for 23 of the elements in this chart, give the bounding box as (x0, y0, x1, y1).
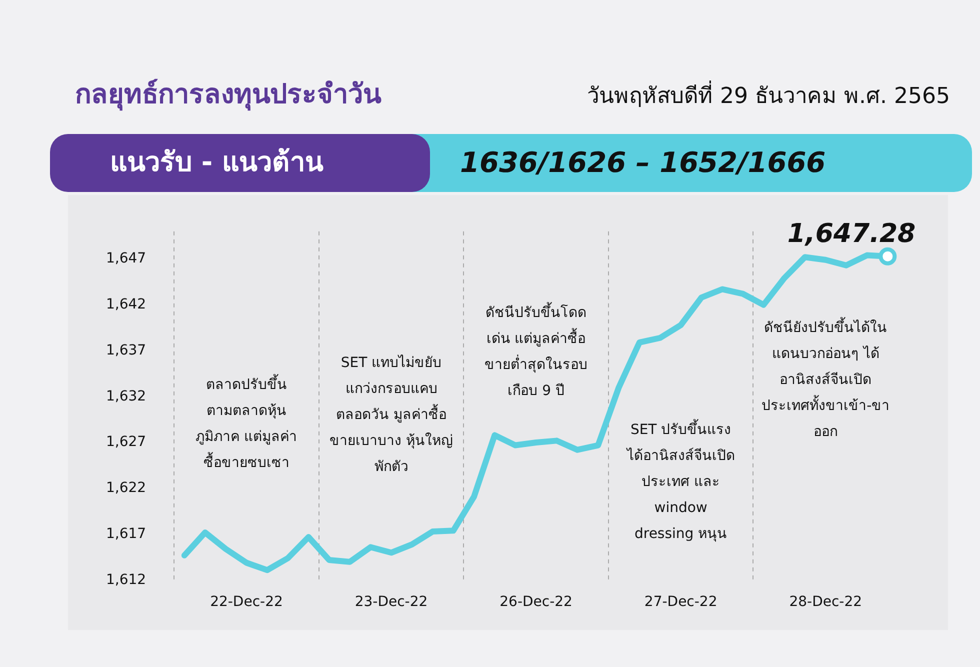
annotation: SET แทบไม่ขยับ แกว่งกรอบแคบ ตลอดวัน มูลค่าซื้อ ขายเบาบาง หุ้นใหญ่ พักตัว (328, 354, 454, 477)
y-tick-label: 1,637 (106, 342, 146, 358)
y-tick-label: 1,642 (106, 296, 146, 312)
y-tick-label: 1,617 (106, 526, 146, 542)
y-tick-label: 1,622 (106, 480, 146, 496)
x-tick-label: 23-Dec-22 (354, 594, 428, 610)
annotation: ตลาดปรับขึ้น ตามตลาดหุ้น ภูมิภาค แต่มูลค่า ซื้อขายซบเซา (194, 373, 298, 473)
y-tick-label: 1,632 (106, 388, 146, 404)
x-tick-label: 27-Dec-22 (644, 594, 718, 610)
annotation: SET ปรับขึ้นแรง ได้อานิสงส์จีนเปิด ประเทศ และ window dressing หนุน (625, 418, 736, 544)
annotation: ดัชนีปรับขึ้นโดด เด่น แต่มูลค่าซื้อ ขายต่ำสุดในรอบ เกือบ 9 ปี (484, 301, 589, 401)
y-tick-label: 1,627 (106, 434, 146, 450)
y-tick-label: 1,612 (106, 572, 146, 588)
data-label: 1,647.28 (787, 219, 916, 250)
chart-title: กลยุทธ์การลงทุนประจำวัน (75, 78, 381, 113)
annotation: ดัชนียังปรับขึ้นได้ใน แดนบวกอ่อนๆ ได้ อานิสงส์จีนเปิด ประเทศทั้งขาเข้า-ขา ออก (760, 316, 891, 442)
chart-subtitle: วันพฤหัสบดีที่ 29 ธันวาคม พ.ศ. 2565 (587, 80, 950, 111)
y-tick-label: 1,647 (106, 250, 146, 267)
text: แนวรับ - แนวต้าน (50, 134, 430, 192)
x-tick-label: 22-Dec-22 (210, 594, 283, 610)
text: 1636/1626 – 1652/1666 (380, 134, 972, 192)
x-tick-label: 28-Dec-22 (789, 594, 862, 610)
x-tick-label: 26-Dec-22 (500, 594, 572, 610)
